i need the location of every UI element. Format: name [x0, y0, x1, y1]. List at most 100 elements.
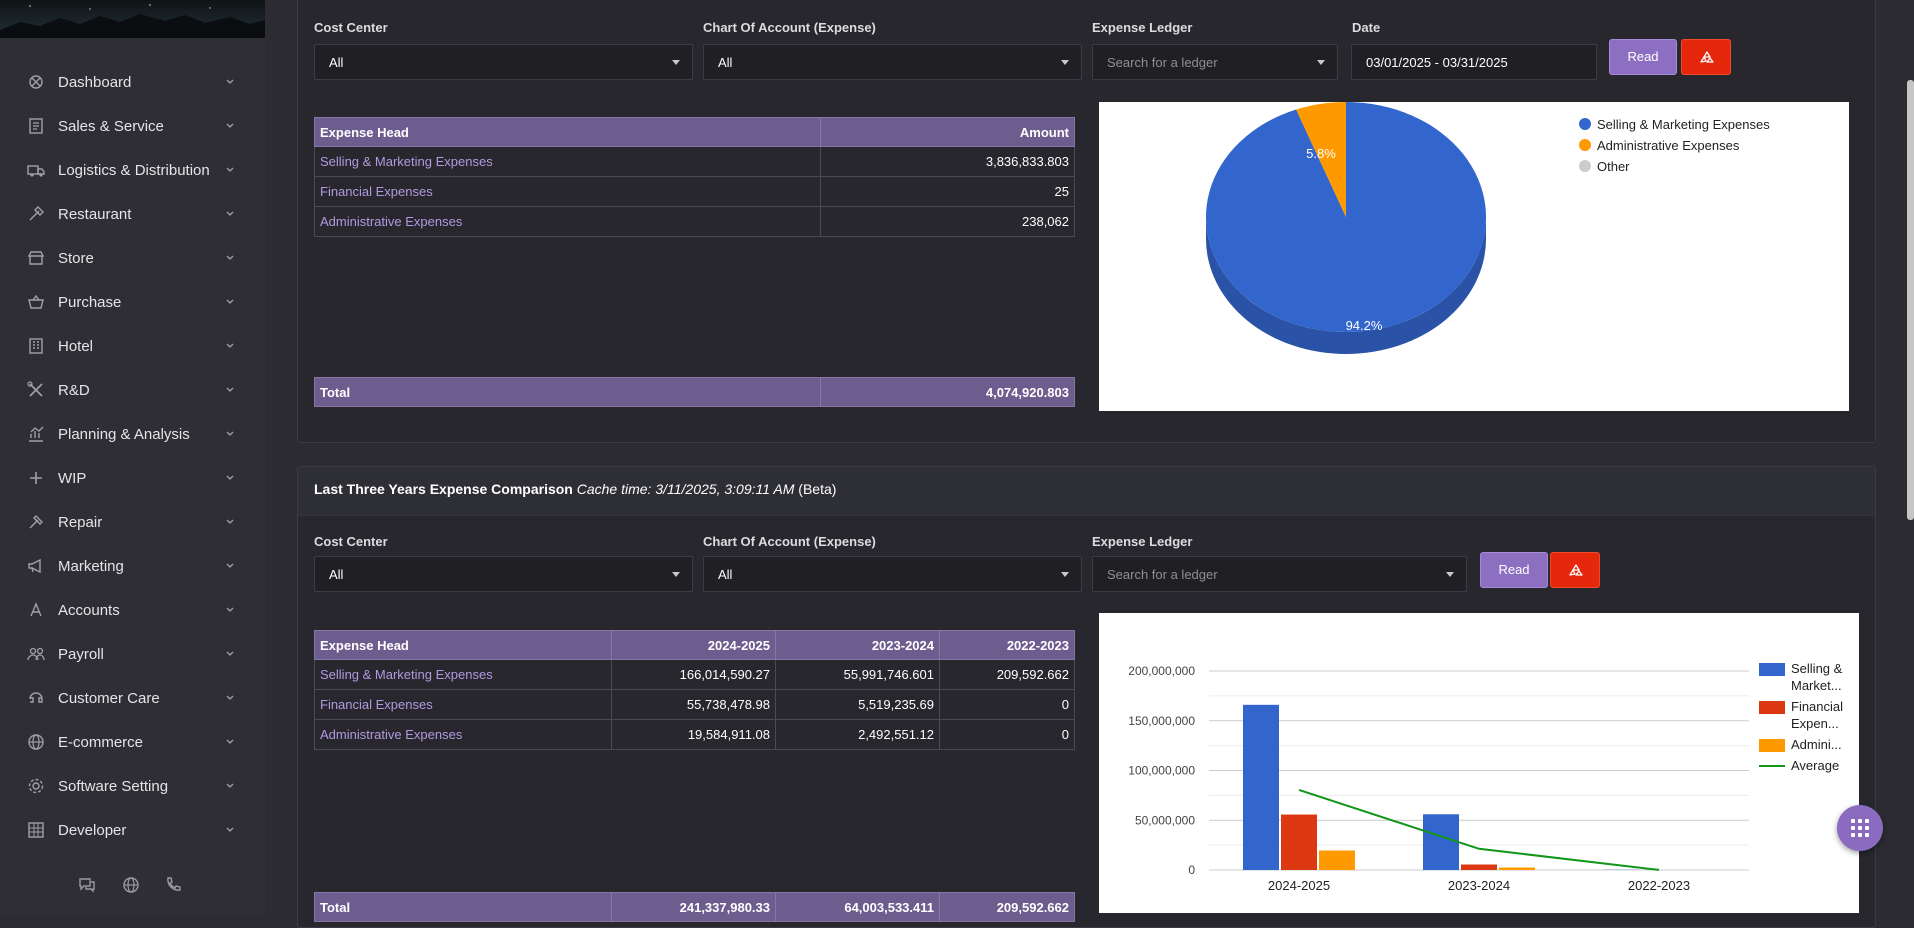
expense-head-link[interactable]: Selling & Marketing Expenses	[315, 660, 612, 690]
bar[interactable]	[1461, 865, 1497, 870]
y-tick-label: 150,000,000	[1128, 714, 1195, 728]
sidebar-item-planning-analysis[interactable]: Planning & Analysis	[0, 412, 265, 456]
value-cell: 19,584,911.08	[612, 720, 776, 750]
expense-head-link[interactable]: Financial Expenses	[315, 690, 612, 720]
total-label: Total	[315, 893, 612, 922]
amount-cell: 3,836,833.803	[821, 147, 1075, 177]
value-cell: 166,014,590.27	[612, 660, 776, 690]
ledger-placeholder: Search for a ledger	[1107, 567, 1218, 582]
caret-down-icon	[1446, 572, 1454, 577]
col-amount: Amount	[821, 118, 1075, 147]
coa-label: Chart Of Account (Expense)	[703, 534, 876, 549]
cost-center-value: All	[329, 55, 343, 70]
total-2023-2024: 64,003,533.411	[776, 893, 940, 922]
reset-button[interactable]	[1550, 552, 1600, 588]
expense-head-link[interactable]: Selling & Marketing Expenses	[315, 147, 821, 177]
hotel-icon	[26, 336, 46, 356]
legend-label: Average	[1791, 758, 1839, 773]
date-label: Date	[1352, 20, 1380, 35]
chevron-down-icon	[224, 382, 236, 394]
bar[interactable]	[1423, 814, 1459, 870]
receipt-icon	[26, 116, 46, 136]
coa-select[interactable]: All	[703, 556, 1082, 592]
page-scrollbar[interactable]	[1907, 80, 1914, 520]
phone-icon[interactable]	[163, 875, 183, 895]
sidebar-item-label: Logistics & Distribution	[58, 162, 210, 179]
x-tick-label: 2024-2025	[1268, 878, 1330, 893]
bar[interactable]	[1499, 868, 1535, 870]
recycle-icon	[1568, 563, 1584, 579]
read-button[interactable]: Read	[1609, 39, 1677, 75]
users-icon	[26, 644, 46, 664]
support-icon	[26, 688, 46, 708]
grid-icon	[1837, 805, 1883, 851]
sidebar-item-r-d[interactable]: R&D	[0, 368, 265, 412]
legend-label: Selling & Marketing Expenses	[1597, 117, 1770, 132]
amount-cell: 238,062	[821, 207, 1075, 237]
cost-center-select[interactable]: All	[314, 44, 693, 80]
megaphone-icon	[26, 556, 46, 576]
sidebar-item-logistics-distribution[interactable]: Logistics & Distribution	[0, 148, 265, 192]
sidebar-nav: Dashboard Sales & Service Logistics & Dist…	[0, 60, 265, 852]
ledger-search-select[interactable]: Search for a ledger	[1092, 556, 1467, 592]
bar[interactable]	[1319, 851, 1355, 870]
total-2024-2025: 241,337,980.33	[612, 893, 776, 922]
chevron-down-icon	[224, 822, 236, 834]
total-label: Total	[315, 378, 821, 407]
sidebar-item-purchase[interactable]: Purchase	[0, 280, 265, 324]
expense-head-link[interactable]: Administrative Expenses	[315, 720, 612, 750]
sidebar-item-restaurant[interactable]: Restaurant	[0, 192, 265, 236]
sidebar-item-label: Software Setting	[58, 778, 168, 795]
sidebar-item-payroll[interactable]: Payroll	[0, 632, 265, 676]
read-button[interactable]: Read	[1480, 552, 1548, 588]
sidebar-item-hotel[interactable]: Hotel	[0, 324, 265, 368]
globe-icon[interactable]	[121, 875, 141, 895]
sidebar-item-dashboard[interactable]: Dashboard	[0, 60, 265, 104]
sidebar-item-software-setting[interactable]: Software Setting	[0, 764, 265, 808]
sidebar-item-wip[interactable]: WIP	[0, 456, 265, 500]
ledger-search-select[interactable]: Search for a ledger	[1092, 44, 1338, 80]
chevron-down-icon	[224, 602, 236, 614]
sidebar-item-repair[interactable]: Repair	[0, 500, 265, 544]
cache-time-text: Cache time: 3/11/2025, 3:09:11 AM	[577, 481, 795, 497]
coa-select[interactable]: All	[703, 44, 1082, 80]
caret-down-icon	[1317, 60, 1325, 65]
sidebar-item-developer[interactable]: Developer	[0, 808, 265, 852]
sidebar-item-e-commerce[interactable]: E-commerce	[0, 720, 265, 764]
sidebar-item-store[interactable]: Store	[0, 236, 265, 280]
chevron-down-icon	[224, 558, 236, 570]
chat-icon[interactable]	[77, 875, 97, 895]
sidebar-item-label: Sales & Service	[58, 118, 164, 135]
apps-grid-button[interactable]	[1837, 805, 1883, 851]
sidebar-item-label: R&D	[58, 382, 90, 399]
chevron-down-icon	[224, 690, 236, 702]
ledger-label: Expense Ledger	[1092, 20, 1192, 35]
sidebar-item-label: Payroll	[58, 646, 104, 663]
chart-icon	[26, 424, 46, 444]
sidebar-item-label: Purchase	[58, 294, 121, 311]
expense-head-link[interactable]: Financial Expenses	[315, 177, 821, 207]
expense-head-link[interactable]: Administrative Expenses	[315, 207, 821, 237]
date-range-input[interactable]: 03/01/2025 - 03/31/2025	[1351, 44, 1597, 80]
sidebar-item-label: Accounts	[58, 602, 120, 619]
legend-label: Expen...	[1791, 716, 1839, 731]
sidebar-item-accounts[interactable]: Accounts	[0, 588, 265, 632]
reset-button[interactable]	[1681, 39, 1731, 75]
legend-swatch	[1579, 139, 1591, 151]
sidebar-item-marketing[interactable]: Marketing	[0, 544, 265, 588]
sidebar-item-sales-service[interactable]: Sales & Service	[0, 104, 265, 148]
legend-label: Admini...	[1791, 737, 1842, 752]
legend-label: Market...	[1791, 678, 1842, 693]
bar[interactable]	[1243, 705, 1279, 870]
sidebar-item-customer-care[interactable]: Customer Care	[0, 676, 265, 720]
legend-label: Other	[1597, 159, 1630, 174]
chevron-down-icon	[224, 426, 236, 438]
caret-down-icon	[1061, 572, 1069, 577]
bar[interactable]	[1281, 815, 1317, 870]
value-cell: 55,991,746.601	[776, 660, 940, 690]
chevron-down-icon	[224, 514, 236, 526]
cost-center-select[interactable]: All	[314, 556, 693, 592]
dashboard-icon	[26, 72, 46, 92]
